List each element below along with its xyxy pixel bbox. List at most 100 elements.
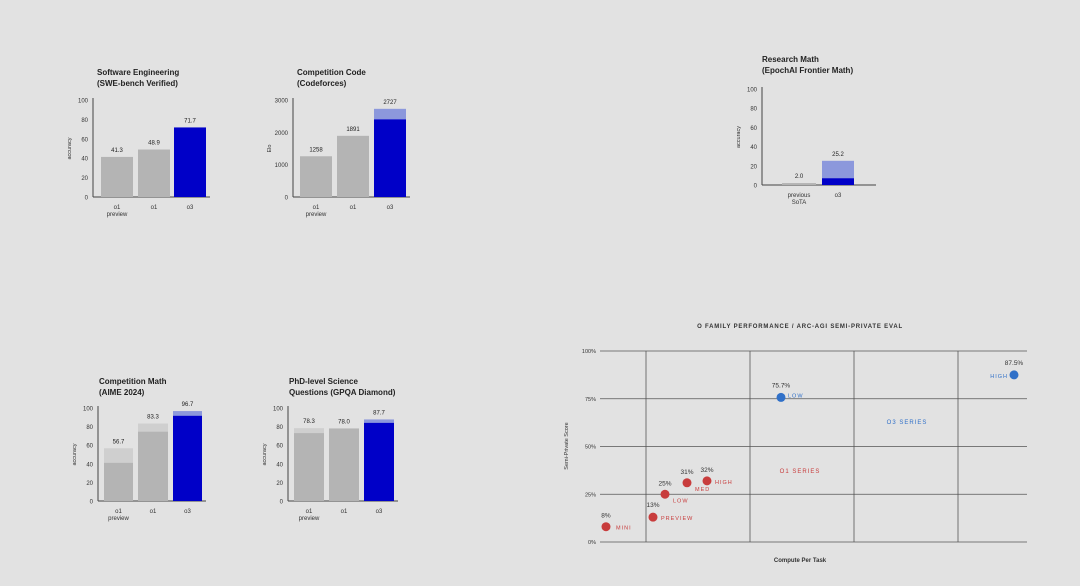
x-tick-label: o1	[150, 509, 157, 515]
y-axis-label: accuracy	[67, 137, 73, 159]
data-label: 87.7	[373, 410, 385, 416]
y-tick-label: 60	[81, 137, 88, 143]
bar-chart-2: Research Math (EpochAI Frontier Math) 0 20 4…	[736, 55, 876, 206]
y-axis-label: accuracy	[736, 126, 742, 148]
y-tick-label: 80	[81, 118, 88, 124]
bar-base	[337, 135, 369, 197]
y-tick-label: 0%	[588, 540, 596, 546]
data-point	[601, 522, 611, 532]
bar-base	[374, 119, 406, 197]
data-label: 41.3	[111, 148, 123, 154]
x-tick-label: o1	[313, 205, 320, 211]
x-tick-label: o1	[350, 205, 357, 211]
bar-base	[138, 431, 168, 501]
x-tick-label: SoTA	[792, 200, 807, 206]
y-tick-label: 40	[86, 462, 93, 468]
x-tick-label: o3	[184, 509, 191, 515]
data-label: 78.0	[338, 419, 350, 425]
point-label: MINI	[616, 526, 632, 532]
data-label: 56.7	[113, 439, 125, 445]
value-label: 87.5%	[1005, 360, 1024, 367]
x-tick-label: preview	[107, 212, 128, 218]
chart-subtitle: (EpochAI Frontier Math)	[762, 66, 853, 75]
x-tick-label: o1	[115, 509, 122, 515]
data-point	[660, 489, 670, 499]
bar-base	[822, 178, 854, 185]
value-label: 75.7%	[772, 382, 791, 389]
y-tick-label: 0	[280, 500, 284, 506]
value-label: 32%	[700, 467, 713, 474]
point-label: MED	[695, 487, 710, 493]
data-label: 2.0	[795, 174, 804, 180]
data-point	[702, 476, 712, 486]
y-tick-label: 40	[750, 145, 757, 151]
x-tick-label: o3	[835, 193, 842, 199]
chart-title: PhD-level Science	[289, 377, 358, 386]
y-axis-label: Semi-Private Score	[564, 422, 570, 469]
value-label: 25%	[658, 480, 671, 487]
data-label: 71.7	[184, 118, 196, 124]
chart-title: Research Math	[762, 55, 819, 64]
y-tick-label: 20	[81, 176, 88, 182]
bar-base	[364, 422, 394, 501]
point-label: PREVIEW	[661, 516, 693, 522]
data-label: 2727	[383, 100, 397, 106]
y-tick-label: 100	[273, 407, 284, 413]
point-label: HIGH	[715, 480, 733, 486]
data-label: 25.2	[832, 152, 844, 158]
data-label: 48.9	[148, 141, 160, 147]
bar-base	[138, 149, 170, 197]
data-label: 83.3	[147, 415, 159, 421]
y-tick-label: 60	[86, 444, 93, 450]
point-label: HIGH	[990, 374, 1008, 380]
x-tick-label: o3	[387, 205, 394, 211]
series-label-o3: O3 SERIES	[887, 420, 928, 426]
y-tick-label: 40	[276, 462, 283, 468]
value-label: 13%	[646, 502, 659, 509]
y-tick-label: 20	[276, 481, 283, 487]
bar-base	[104, 462, 133, 501]
x-tick-label: o1	[306, 509, 313, 515]
chart-subtitle: (SWE-bench Verified)	[97, 79, 178, 88]
data-point	[776, 392, 786, 402]
y-tick-label: 80	[276, 425, 283, 431]
point-label: LOW	[673, 498, 689, 504]
x-tick-label: o1	[114, 205, 121, 211]
chart-subtitle: (AIME 2024)	[99, 388, 145, 397]
x-tick-label: o1	[341, 509, 348, 515]
x-tick-label: o3	[187, 205, 194, 211]
x-tick-label: o3	[376, 509, 383, 515]
chart-subtitle: Questions (GPQA Diamond)	[289, 388, 396, 397]
data-label: 1258	[309, 147, 323, 153]
y-tick-label: 50%	[585, 445, 596, 451]
chart-title: Competition Code	[297, 68, 366, 77]
y-tick-label: 100	[78, 99, 89, 105]
y-tick-label: 1000	[275, 163, 289, 169]
y-tick-label: 0	[85, 196, 89, 202]
y-tick-label: 80	[86, 425, 93, 431]
bar-base	[300, 156, 332, 197]
y-tick-label: 60	[276, 444, 283, 450]
y-tick-label: 80	[750, 107, 757, 113]
y-tick-label: 100	[747, 88, 758, 94]
y-tick-label: 0	[754, 184, 758, 190]
value-label: 31%	[680, 469, 693, 476]
y-tick-label: 40	[81, 157, 88, 163]
y-tick-label: 0	[285, 196, 289, 202]
y-tick-label: 20	[86, 481, 93, 487]
chart-title: Software Engineering	[97, 68, 179, 77]
y-axis-label: accuracy	[72, 443, 78, 465]
data-label: 96.7	[182, 402, 194, 408]
bar-base	[782, 183, 816, 185]
data-label: 1891	[346, 127, 360, 133]
series-label-o1: O1 SERIES	[780, 469, 821, 475]
data-point	[648, 512, 658, 522]
y-tick-label: 100	[83, 407, 94, 413]
bar-base	[174, 127, 206, 197]
x-axis-label: Compute Per Task	[774, 558, 827, 564]
y-tick-label: 20	[750, 164, 757, 170]
y-axis-label: accuracy	[262, 443, 268, 465]
chart-title: Competition Math	[99, 377, 167, 386]
x-tick-label: previous	[788, 193, 811, 199]
